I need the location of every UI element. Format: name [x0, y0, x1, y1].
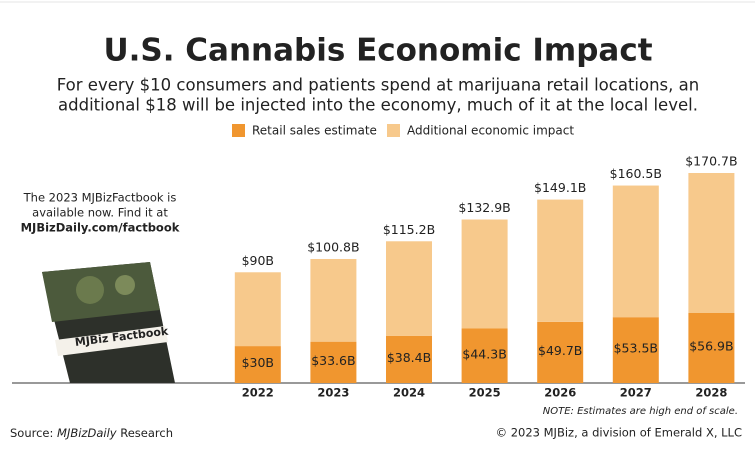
total-label: $90B: [242, 253, 274, 268]
bar-segment: [234, 346, 281, 383]
legend-swatch: [387, 124, 400, 137]
total-label: $115.2B: [383, 222, 435, 237]
promo: MJBizDaily.com/factbook: [21, 221, 180, 235]
bar-segment: [537, 321, 584, 383]
x-tick-label: 2025: [469, 386, 501, 400]
x-tick-label: 2023: [317, 386, 349, 400]
total-label: $100.8B: [307, 239, 359, 254]
bar-segment: [386, 241, 432, 336]
value-label: $53.5B: [614, 341, 658, 356]
bar-segment: [537, 199, 584, 322]
source-name: MJBizDaily: [57, 426, 117, 440]
chart-title: U.S. Cannabis Economic Impact: [103, 33, 652, 69]
bar-segment: [688, 173, 735, 313]
legend-swatch: [232, 124, 245, 137]
promo: available now. Find it at: [32, 206, 168, 220]
value-label: $30B: [242, 355, 274, 370]
value-label: $49.7B: [538, 343, 582, 358]
bar-segment: [461, 219, 508, 329]
bar-segment: [234, 272, 281, 347]
value-label: $44.3B: [462, 346, 506, 361]
source-prefix: Source:: [10, 426, 57, 440]
value-label: $38.4B: [387, 350, 431, 365]
x-tick-label: 2022: [242, 386, 274, 400]
subtitle: For every $10 consumers and patients spe…: [57, 76, 699, 95]
total-label: $149.1B: [534, 180, 586, 195]
bar-segment: [310, 341, 357, 383]
note: NOTE: Estimates are high end of scale.: [543, 406, 738, 417]
bar-segment: [612, 317, 659, 383]
value-label: $56.9B: [689, 339, 733, 354]
legend-label: Retail sales estimate: [252, 124, 377, 138]
x-tick-label: 2026: [544, 386, 576, 400]
x-tick-label: 2027: [620, 386, 652, 400]
bar-segment: [461, 328, 508, 383]
copyright: © 2023 MJBiz, a division of Emerald X, L…: [496, 426, 742, 440]
bar-segment: [688, 313, 735, 383]
book-cover: MJBiz Factbook: [42, 262, 175, 383]
total-label: $132.9B: [458, 200, 510, 215]
bar-segment: [310, 258, 357, 342]
subtitle: additional $18 will be injected into the…: [58, 96, 698, 115]
legend-label: Additional economic impact: [407, 124, 574, 138]
x-tick-label: 2024: [393, 386, 425, 400]
value-label: $33.6B: [311, 353, 355, 368]
total-label: $170.7B: [685, 154, 737, 169]
source: Source: MJBizDaily Research: [10, 426, 173, 440]
x-tick-label: 2028: [695, 386, 727, 400]
source-suffix: Research: [117, 426, 173, 440]
bar-segment: [386, 335, 432, 383]
total-label: $160.5B: [610, 166, 662, 181]
promo: The 2023 MJBizFactbook is: [23, 191, 177, 205]
bar-segment: [612, 185, 659, 318]
